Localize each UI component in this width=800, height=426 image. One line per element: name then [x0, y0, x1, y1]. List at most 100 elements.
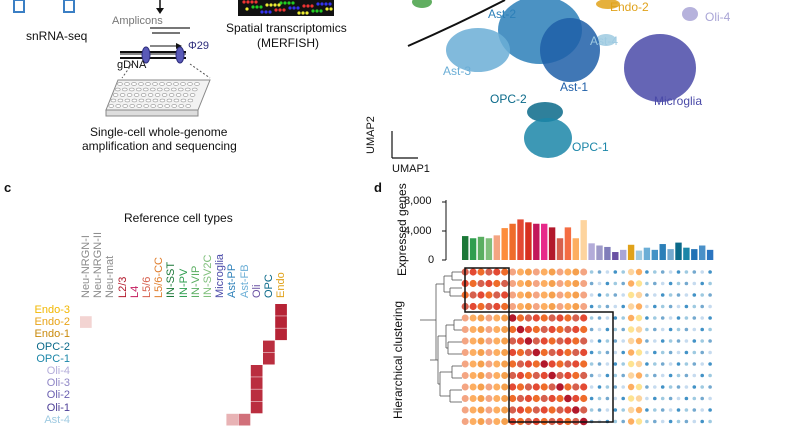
expression-dot — [556, 383, 564, 391]
expressed-genes-bar — [659, 244, 666, 260]
expression-dot — [501, 291, 509, 299]
expression-dot — [621, 396, 625, 401]
expression-dot — [645, 419, 649, 424]
expression-dot — [660, 293, 665, 297]
expression-dot — [589, 281, 594, 286]
well — [182, 93, 189, 97]
expressed-genes-bar — [620, 249, 627, 260]
expression-dot — [556, 291, 564, 299]
expression-dot — [653, 419, 657, 424]
expression-dot — [572, 394, 580, 403]
expression-dot — [708, 316, 712, 320]
merfish-dot — [278, 8, 282, 12]
expression-dot — [627, 349, 635, 356]
expression-dot — [477, 314, 485, 322]
tube-icon — [13, 0, 25, 13]
expression-dot — [668, 408, 673, 412]
expression-dot — [485, 406, 493, 414]
expression-dot — [635, 280, 643, 287]
expression-dot — [653, 293, 657, 297]
well — [115, 104, 121, 108]
expression-dot — [668, 373, 673, 378]
expressed-genes-bar — [667, 249, 674, 260]
merfish-dot — [260, 10, 264, 14]
expression-dot — [572, 337, 580, 345]
umap-cluster-label: Ast-3 — [443, 64, 472, 78]
query-cluster-label: Oli-4 — [46, 365, 70, 377]
expression-dot — [469, 395, 477, 402]
expression-dot — [692, 362, 697, 366]
expression-dot — [676, 281, 681, 286]
expression-dot — [676, 304, 681, 309]
expression-dot — [621, 270, 625, 274]
expression-dot — [645, 362, 649, 366]
expression-dot — [524, 325, 533, 334]
expression-dot — [684, 385, 689, 389]
merfish-dot — [291, 1, 295, 5]
expressed-genes-bar — [706, 249, 714, 260]
merfish-dot — [242, 0, 246, 4]
expression-dot — [605, 327, 610, 332]
expression-dot — [589, 385, 594, 389]
expression-dot — [708, 293, 712, 297]
expression-dot — [708, 304, 712, 309]
expression-dot — [645, 396, 649, 401]
well — [166, 98, 173, 103]
expressed-genes-bar — [477, 236, 485, 260]
expressed-genes-bar — [588, 243, 595, 260]
umap-cluster-blob — [596, 0, 620, 9]
merfish-dot — [302, 4, 306, 8]
expression-dot — [540, 314, 548, 322]
expression-dot — [461, 337, 469, 345]
expression-dot — [589, 350, 594, 355]
well — [189, 93, 196, 97]
well — [159, 98, 166, 103]
expression-dot — [524, 303, 532, 310]
expression-dot — [605, 304, 610, 309]
heatmap-cell — [250, 365, 263, 377]
expression-dot — [645, 316, 649, 320]
expression-dot — [660, 408, 665, 412]
expression-dot — [692, 419, 697, 424]
expression-dot — [645, 408, 649, 412]
expression-dot — [627, 337, 635, 345]
expression-dot — [501, 314, 509, 322]
expression-dot — [485, 360, 493, 368]
expression-dot — [668, 270, 673, 274]
expression-dot — [653, 327, 657, 332]
expression-dot — [700, 304, 704, 309]
well — [122, 87, 128, 92]
expression-dot — [589, 373, 594, 378]
expression-dot — [692, 339, 697, 343]
expression-dot — [613, 350, 618, 355]
expression-dot — [493, 406, 501, 414]
expression-dot — [589, 270, 594, 274]
expression-dot — [524, 314, 533, 322]
merfish-dot — [297, 11, 301, 15]
expressed-genes-bar — [485, 238, 493, 260]
well — [131, 98, 138, 103]
merfish-dot — [288, 6, 292, 10]
well — [180, 82, 186, 86]
expression-dot — [660, 304, 665, 309]
expressed-genes-bar — [556, 238, 564, 260]
well — [157, 87, 163, 92]
expression-dot — [509, 291, 517, 299]
expression-dot — [692, 408, 697, 412]
expression-dot — [635, 291, 643, 299]
expressed-genes-bar — [462, 236, 469, 260]
expression-dot — [548, 280, 556, 287]
merfish-dot — [329, 7, 333, 11]
expression-dot — [485, 314, 493, 322]
expression-dot — [627, 395, 635, 402]
expression-dot — [501, 406, 509, 414]
expression-dot — [692, 350, 697, 355]
expression-dot — [613, 373, 618, 378]
expression-dot — [700, 419, 704, 424]
expression-dot — [684, 419, 689, 424]
well — [129, 104, 135, 108]
expression-dot — [700, 373, 704, 378]
merfish-dot — [269, 3, 273, 7]
